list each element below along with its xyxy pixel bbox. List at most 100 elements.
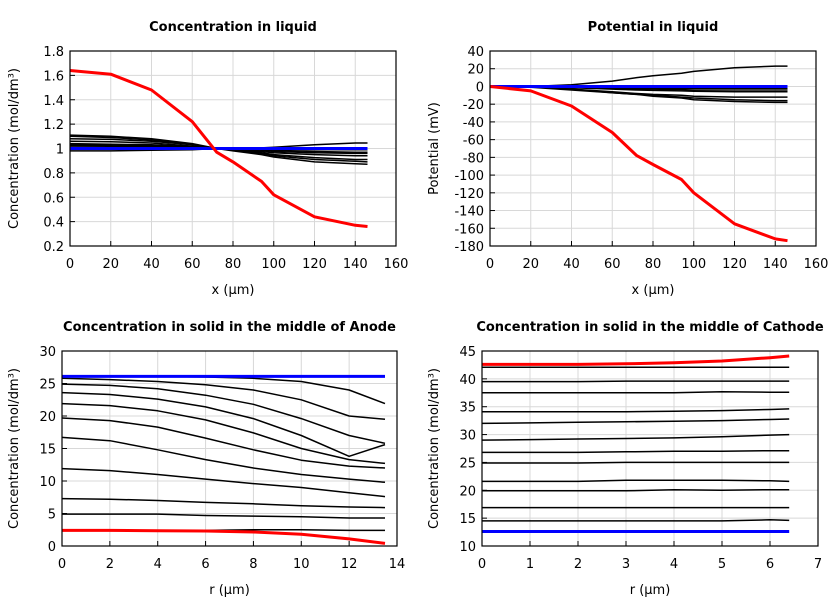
y-tick-label: 1 <box>56 143 64 158</box>
y-tick-label: -140 <box>454 205 484 220</box>
black-series-line <box>61 402 386 465</box>
x-tick-label: 0 <box>486 257 494 272</box>
red-series-line <box>482 354 790 366</box>
x-tick-label: 100 <box>261 257 286 272</box>
y-tick-label: -120 <box>454 187 484 202</box>
plot-frame <box>489 50 817 247</box>
black-series-line <box>61 467 386 498</box>
y-tick-label: 35 <box>459 401 476 416</box>
x-tick-label: 4 <box>154 557 162 572</box>
x-axis-label: x (μm) <box>212 283 255 298</box>
black-series-line <box>62 375 386 405</box>
x-tick-label: 8 <box>249 557 257 572</box>
y-tick-label: 15 <box>39 443 56 458</box>
black-series-line <box>482 488 790 492</box>
black-series-line <box>481 433 790 441</box>
x-axis-label: r (μm) <box>630 583 671 598</box>
y-tick-label: 40 <box>467 45 484 60</box>
chart-title: Concentration in liquid <box>149 20 317 35</box>
y-tick-label: 20 <box>459 484 476 499</box>
plot-frame <box>61 350 398 547</box>
red-series-line <box>69 69 368 228</box>
black-series-line <box>482 380 790 383</box>
black-series-line <box>482 408 790 413</box>
y-tick-label: 0.6 <box>43 191 64 206</box>
subplot-2: 0 20 40 60 80 100 120 140 160 -180 -160 -140 -120 -10… <box>427 20 828 298</box>
y-tick-label: -100 <box>454 169 484 184</box>
x-tick-label: 1 <box>526 557 534 572</box>
x-tick-label: 140 <box>343 257 368 272</box>
y-tick-label: -180 <box>454 240 484 255</box>
x-tick-label: 6 <box>201 557 209 572</box>
x-tick-label: 120 <box>302 257 327 272</box>
black-series-line <box>61 436 386 484</box>
black-series-line <box>61 391 386 458</box>
x-tick-label: 0 <box>58 557 66 572</box>
x-tick-label: 60 <box>184 257 201 272</box>
x-tick-label: 80 <box>645 257 662 272</box>
black-series-line <box>62 513 385 519</box>
red-series-line <box>489 85 788 243</box>
x-tick-label: 10 <box>293 557 310 572</box>
x-tick-label: 120 <box>722 257 747 272</box>
x-tick-label: 6 <box>766 557 774 572</box>
y-tick-label: -40 <box>463 116 484 131</box>
x-tick-label: 3 <box>622 557 630 572</box>
x-tick-label: 160 <box>804 257 829 272</box>
y-tick-label: 30 <box>39 345 56 360</box>
subplot-1: 0 20 40 60 80 100 120 140 160 0.2 0.4 0.6 0.8 1 1.2 1.4… <box>7 20 408 298</box>
y-tick-label: 0.2 <box>43 240 64 255</box>
x-tick-label: 4 <box>670 557 678 572</box>
y-tick-label: 5 <box>48 508 56 523</box>
y-tick-label: 10 <box>459 540 476 555</box>
y-tick-label: -20 <box>463 98 484 113</box>
x-tick-label: 40 <box>563 257 580 272</box>
x-tick-label: 7 <box>814 557 822 572</box>
y-tick-label: 10 <box>39 475 56 490</box>
y-axis-label: Concentration (mol/dm³) <box>7 368 22 529</box>
x-tick-label: 2 <box>574 557 582 572</box>
y-tick-label: 0 <box>48 540 56 555</box>
black-series-line <box>482 479 790 483</box>
black-series-line <box>481 418 790 425</box>
x-tick-label: 14 <box>389 557 406 572</box>
subplot-3: 0 2 4 6 8 10 12 14 0 5 10 15 20 25 30 Concentration in … <box>7 320 405 598</box>
y-tick-label: 40 <box>459 373 476 388</box>
x-tick-label: 140 <box>763 257 788 272</box>
y-tick-label: 0 <box>476 80 484 95</box>
y-tick-label: 20 <box>39 410 56 425</box>
y-tick-label: 45 <box>459 345 476 360</box>
x-tick-label: 20 <box>102 257 119 272</box>
y-tick-label: -160 <box>454 222 484 237</box>
x-tick-label: 0 <box>66 257 74 272</box>
x-tick-label: 2 <box>106 557 114 572</box>
y-axis-label: Concentration (mol/dm³) <box>7 68 22 229</box>
black-series-line <box>61 497 386 509</box>
y-axis-label: Concentration (mol/dm³) <box>427 368 442 529</box>
x-tick-label: 0 <box>478 557 486 572</box>
red-series-line <box>62 528 386 545</box>
black-series-line <box>489 85 788 104</box>
x-tick-label: 12 <box>341 557 358 572</box>
chart-title: Concentration in solid in the middle of … <box>63 320 396 335</box>
x-tick-label: 20 <box>522 257 539 272</box>
x-axis-label: r (μm) <box>209 583 250 598</box>
y-tick-label: 20 <box>467 63 484 78</box>
x-tick-label: 160 <box>384 257 409 272</box>
y-tick-label: 30 <box>459 429 476 444</box>
x-tick-label: 80 <box>225 257 242 272</box>
x-axis-label: x (μm) <box>632 283 675 298</box>
black-series-line <box>61 377 386 421</box>
x-tick-label: 100 <box>681 257 706 272</box>
y-tick-label: 1.4 <box>43 94 64 109</box>
black-series-line <box>61 417 386 469</box>
plot-frame <box>481 350 819 547</box>
y-tick-label: 25 <box>459 456 476 471</box>
chart-title: Concentration in solid in the middle of … <box>476 320 824 335</box>
y-tick-label: -60 <box>463 134 484 149</box>
y-axis-label: Potential (mV) <box>427 102 442 195</box>
y-tick-label: 1.2 <box>43 118 64 133</box>
x-tick-label: 40 <box>143 257 160 272</box>
black-series-line <box>61 383 386 445</box>
